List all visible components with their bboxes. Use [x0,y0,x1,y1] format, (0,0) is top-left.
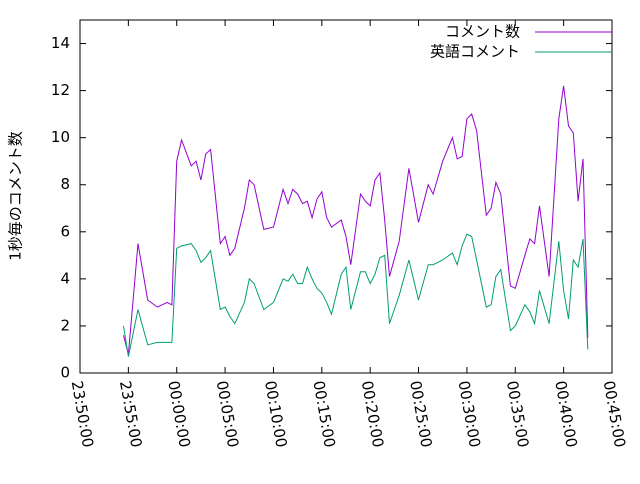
y-tick-label: 6 [60,222,70,240]
y-tick-label: 2 [60,316,70,334]
plot-frame [79,19,613,374]
y-tick-label: 4 [60,269,70,287]
legend-label: 英語コメント [430,43,520,61]
y-axis-label: 1秒毎のコメント数 [7,131,25,261]
y-tick-label: 14 [51,34,70,52]
y-tick-label: 8 [60,175,70,193]
legend-label: コメント数 [445,23,520,41]
y-tick-label: 10 [51,128,70,146]
series-line [123,233,589,357]
y-tick-label: 12 [51,81,70,99]
y-tick-label: 0 [60,364,70,382]
series-line [123,85,589,355]
